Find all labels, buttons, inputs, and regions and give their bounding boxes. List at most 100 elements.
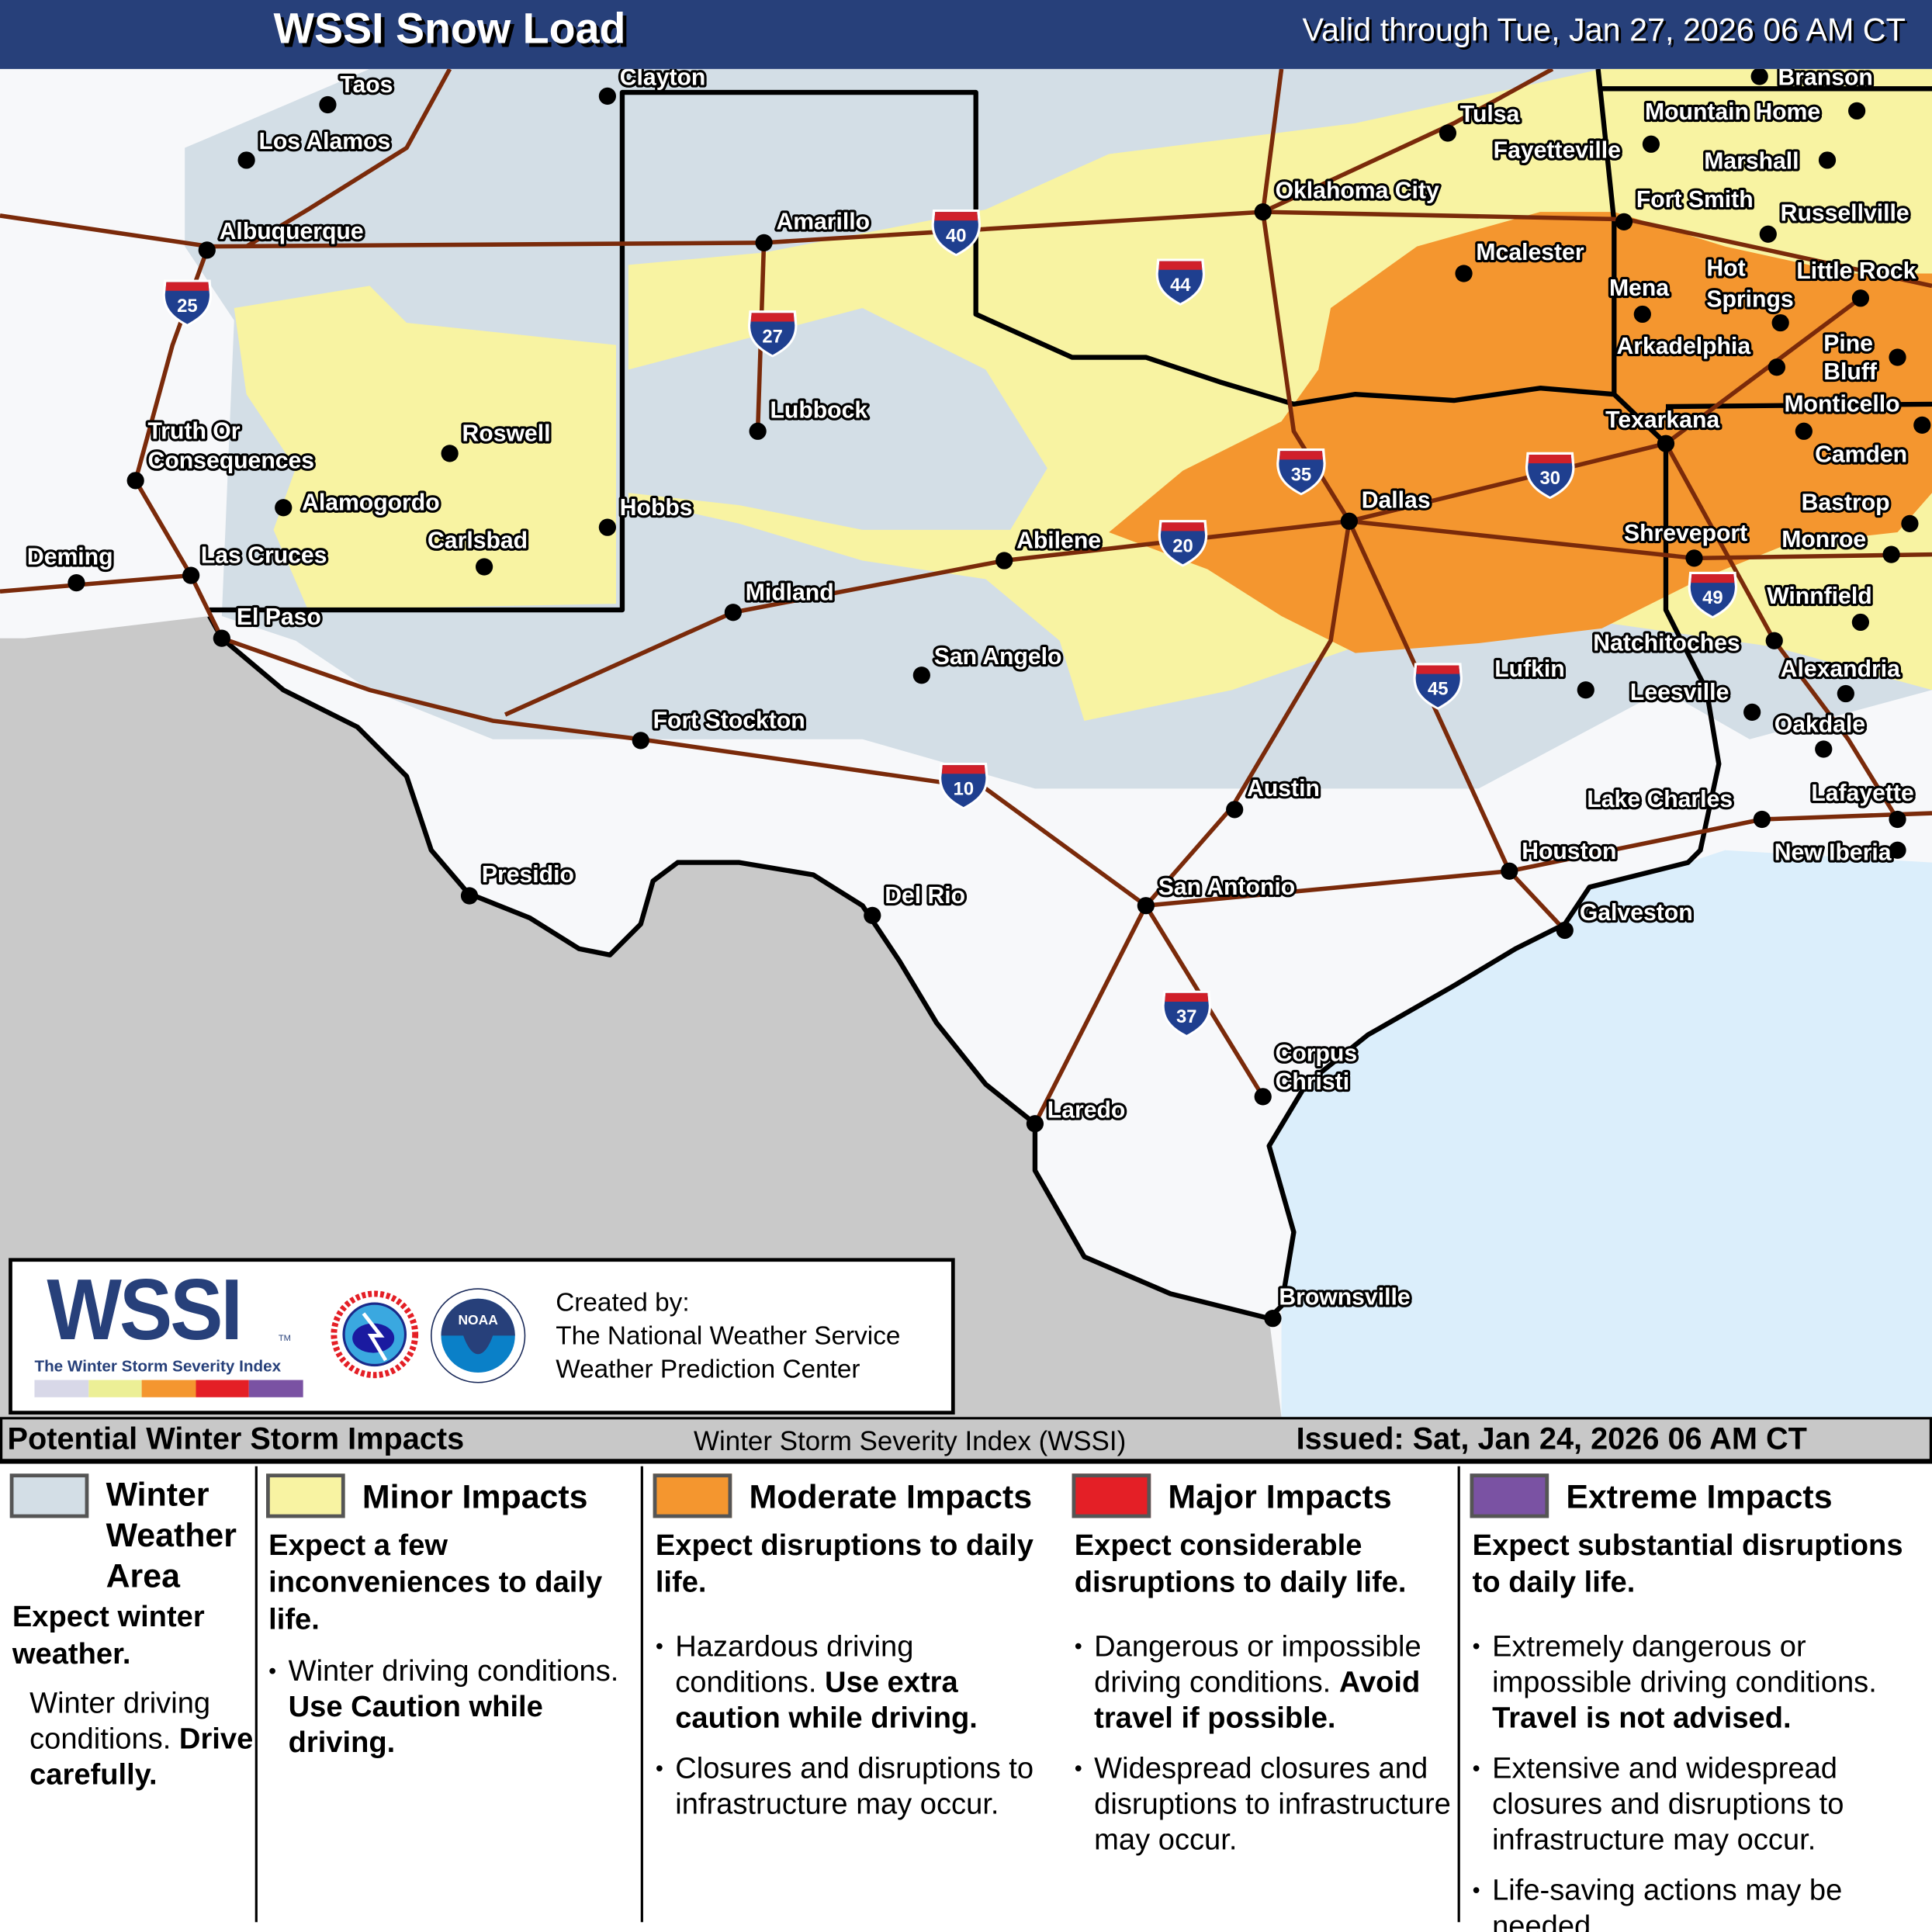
city-label: Las Cruces xyxy=(201,543,327,569)
color-bar-minor xyxy=(88,1380,142,1397)
city-marker: Abilene xyxy=(995,525,1103,570)
city-dot xyxy=(1815,740,1833,758)
city-dot xyxy=(1685,549,1703,567)
legend-bullet: Closures and disruptions to infrastructu… xyxy=(656,1751,1062,1823)
wssi-color-bar xyxy=(34,1380,303,1397)
city-label: Branson xyxy=(1778,69,1872,91)
bullet-text: Hazardous driving conditions. xyxy=(675,1629,914,1699)
city-marker: Fort Smith xyxy=(1615,185,1756,230)
legend-index-name: Winter Storm Severity Index (WSSI) xyxy=(694,1425,1127,1457)
city-label: Taos xyxy=(340,72,393,98)
city-dot xyxy=(213,629,230,647)
shield-number: 44 xyxy=(1170,275,1191,296)
shield-top xyxy=(1279,451,1323,460)
shield-number: 27 xyxy=(762,326,782,347)
city-dot xyxy=(864,906,881,925)
city-dot xyxy=(1753,810,1771,829)
city-dot xyxy=(1577,681,1594,699)
city-dot xyxy=(912,667,930,684)
shield-top xyxy=(1161,522,1205,531)
city-dot xyxy=(1340,512,1358,530)
city-dot xyxy=(460,887,479,905)
city-label: Natchitoches xyxy=(1593,630,1740,656)
title-line: Area xyxy=(106,1557,180,1594)
city-dot xyxy=(1837,684,1854,703)
city-label: Mountain Home xyxy=(1645,99,1820,125)
shield-body xyxy=(1160,522,1206,565)
credits-text: Created by: The National Weather Service… xyxy=(556,1286,900,1387)
city-label: Abilene xyxy=(1016,528,1101,554)
color-bar-extreme xyxy=(249,1380,303,1397)
city-label: Roswell xyxy=(462,421,551,447)
city-marker: Winnfield xyxy=(1764,581,1875,632)
city-marker: Marshall xyxy=(1702,146,1837,177)
interstate-shields: 25 40 44 27 35 30 20 49 45 10 37 xyxy=(162,209,1738,1038)
city-marker: Pine Bluff xyxy=(1821,328,1906,387)
city-dot xyxy=(1657,435,1675,452)
city-marker: Del Rio xyxy=(864,881,968,925)
city-dot xyxy=(1768,358,1786,376)
city-label: Texarkana xyxy=(1605,407,1719,433)
legend-body-extreme: Expect substantial disruptions to daily … xyxy=(1473,1528,1929,1932)
bullet-bold: Avoid travel if possible. xyxy=(1094,1665,1421,1735)
city-label: Mcalester xyxy=(1476,240,1584,265)
city-dot xyxy=(1615,213,1633,230)
color-bar-major xyxy=(196,1380,250,1397)
city-dot xyxy=(1889,348,1906,366)
city-dot xyxy=(275,499,293,517)
shield-body xyxy=(1415,665,1460,708)
bullet-text: Dangerous or impossible driving conditio… xyxy=(1094,1629,1421,1699)
city-dot xyxy=(995,552,1013,570)
city-marker: San Antonio xyxy=(1137,872,1297,915)
city-marker: New Iberia xyxy=(1772,837,1906,868)
shield-body xyxy=(1690,574,1735,617)
city-marker: Laredo xyxy=(1026,1095,1128,1133)
city-marker: Deming xyxy=(25,542,116,592)
city-marker: Alamogordo xyxy=(275,487,442,518)
bullet-bold: Use Caution while driving. xyxy=(288,1690,543,1760)
interstate-49-shield: 49 xyxy=(1688,571,1738,619)
city-label: Fort Stockton xyxy=(653,708,805,734)
winter-weather-area-band xyxy=(628,308,1047,530)
legend-bullet: Dangerous or impossible driving conditio… xyxy=(1075,1629,1456,1736)
city-marker: Corpus Christi xyxy=(1254,1038,1359,1106)
city-marker: Los Alamos xyxy=(237,126,393,169)
city-marker: Taos xyxy=(319,70,396,114)
city-label: Mena xyxy=(1609,275,1669,301)
bullet-bold: Use extra caution while driving. xyxy=(675,1665,978,1735)
city-label: Tulsa xyxy=(1460,102,1520,127)
city-label-line: Springs xyxy=(1706,286,1793,312)
bullet-text: Closures and disruptions to infrastructu… xyxy=(675,1752,1034,1822)
city-dot xyxy=(126,472,144,490)
city-dot xyxy=(1818,151,1837,169)
mexico xyxy=(0,616,1282,1418)
impact-map: 25 40 44 27 35 30 20 49 45 10 37 Taos Los Alamos Cla… xyxy=(0,68,1932,1418)
shield-number: 45 xyxy=(1428,679,1448,700)
city-dot xyxy=(1642,135,1660,153)
city-dot xyxy=(598,87,617,105)
city-marker: El Paso xyxy=(213,602,324,647)
issued-time: Issued: Sat, Jan 24, 2026 06 AM CT xyxy=(1296,1421,1807,1457)
highway-i44 xyxy=(1262,68,1554,214)
city-marker: Lafayette xyxy=(1809,778,1916,829)
city-label: Shreveport xyxy=(1624,521,1747,546)
moderate-impacts-area xyxy=(1109,212,1932,653)
legend-bullet: Hazardous driving conditions. Use extra … xyxy=(656,1629,1062,1736)
shield-top xyxy=(165,282,209,291)
city-dot xyxy=(1851,613,1870,632)
city-marker: Truth Or Consequences xyxy=(126,416,317,490)
city-label: Russellville xyxy=(1781,200,1909,226)
shield-number: 40 xyxy=(946,225,966,246)
city-marker: Lake Charles xyxy=(1584,784,1771,829)
highway-us-ok xyxy=(1260,68,1284,213)
city-marker: Lubbock xyxy=(749,395,871,440)
shield-number: 20 xyxy=(1172,535,1193,556)
legend-subtitle-extreme: Expect substantial disruptions to daily … xyxy=(1472,1529,1903,1600)
city-marker: Monticello xyxy=(1781,389,1903,440)
city-marker: Hot Springs xyxy=(1704,254,1796,332)
city-label: Fayetteville xyxy=(1494,137,1621,163)
bullet-bold: Travel is not advised. xyxy=(1492,1702,1792,1735)
city-dot xyxy=(632,732,649,750)
city-label: Camden xyxy=(1815,442,1907,468)
ar-la-border xyxy=(1665,401,1932,410)
